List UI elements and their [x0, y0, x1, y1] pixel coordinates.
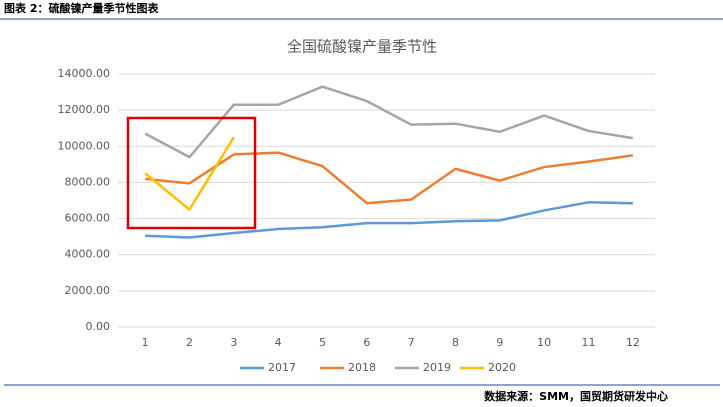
x-tick-label: 4 — [275, 336, 282, 349]
y-tick-label: 8000.00 — [65, 175, 111, 188]
x-tick-label: 1 — [142, 336, 149, 349]
x-tick-label: 3 — [230, 336, 237, 349]
footer-source: 数据来源：SMM，国贸期货研发中心 — [484, 389, 668, 403]
plot: 0.00 2000.00 4000.00 6000.00 8000.00 10000.00… — [58, 67, 655, 374]
x-tick-label: 2 — [186, 336, 193, 349]
header-title: 图表 2：硫酸镍产量季节性图表 — [4, 1, 159, 15]
x-tick-label: 10 — [537, 336, 551, 349]
series-line — [144, 85, 634, 159]
y-tick-label: 0.00 — [86, 320, 111, 333]
legend-label: 2019 — [423, 361, 451, 374]
y-tick-label: 10000.00 — [58, 139, 111, 152]
x-tick-label: 7 — [408, 336, 415, 349]
x-tick-label: 9 — [496, 336, 503, 349]
series-line — [144, 136, 235, 211]
series-line — [145, 201, 633, 239]
y-tick-label: 4000.00 — [65, 248, 111, 261]
series-line — [145, 151, 634, 205]
y-tick-label: 14000.00 — [58, 67, 111, 80]
x-tick-label: 8 — [452, 336, 459, 349]
y-tick-label: 12000.00 — [58, 103, 111, 116]
legend-label: 2020 — [488, 361, 516, 374]
x-tick-label: 6 — [363, 336, 370, 349]
y-tick-label: 6000.00 — [65, 212, 111, 225]
chart-title: 全国硫酸镍产量季节性 — [287, 38, 437, 56]
y-tick-label: 2000.00 — [65, 284, 111, 297]
legend-label: 2018 — [348, 361, 376, 374]
legend-label: 2017 — [268, 361, 296, 374]
x-tick-label: 12 — [626, 336, 640, 349]
x-tick-label: 5 — [319, 336, 326, 349]
highlight-box — [126, 116, 257, 230]
x-tick-label: 11 — [582, 336, 596, 349]
